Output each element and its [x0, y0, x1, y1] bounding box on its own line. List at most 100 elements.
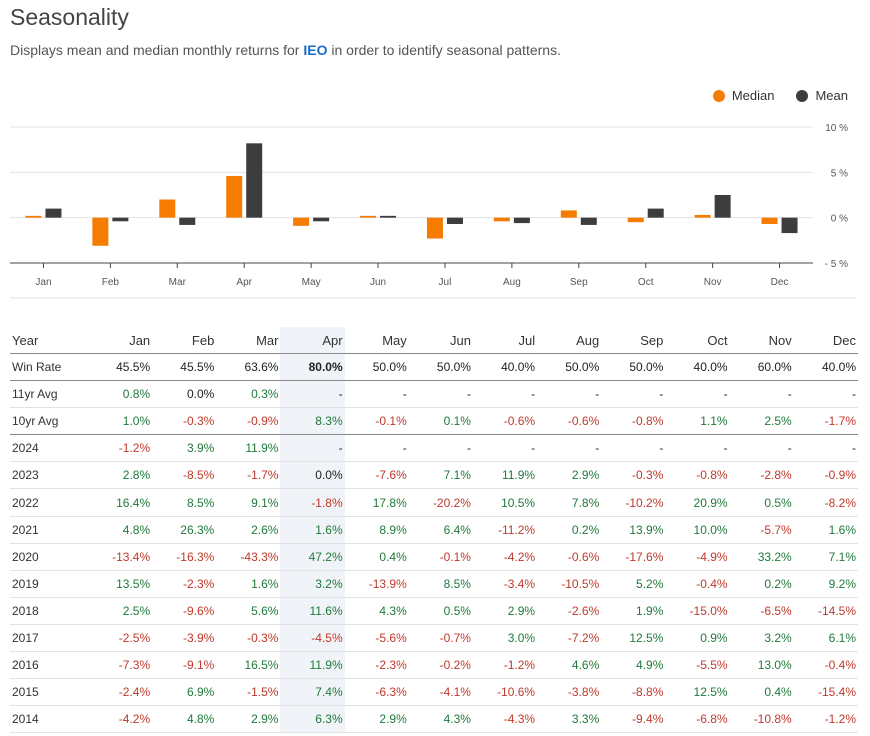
table-cell: 0.9% — [665, 624, 730, 653]
table-row: 2015 -2.4% 6.9% -1.5% 7.4% -6.3% -4.1% -10.6% -3… — [10, 678, 858, 707]
table-cell: 11.9% — [216, 434, 281, 463]
table-cell: 6.9% — [152, 678, 217, 707]
table-cell: -11.2% — [472, 516, 538, 544]
bar-mean-sep — [580, 217, 597, 225]
chart-legend: Median Mean — [712, 88, 848, 103]
legend-item-median[interactable]: Median — [712, 88, 775, 103]
seasonality-table-container: Year Jan Feb Mar Apr May Jun Jul Aug Sep Oct Nov Dec… — [10, 327, 858, 734]
table-cell: 5.2% — [601, 570, 666, 598]
table-cell: -1.7% — [216, 461, 281, 490]
table-cell: -8.5% — [152, 461, 217, 490]
column-header-oct: Oct — [665, 327, 730, 354]
table-cell: -1.2% — [88, 434, 153, 463]
table-cell: -2.3% — [344, 651, 409, 680]
seasonality-bar-chart: 10 % 5 % 0 % - 5 % Jan Feb Mar Apr May Jun Jul Aug S… — [10, 123, 855, 299]
y-tick-label: 5 % — [831, 168, 848, 179]
table-cell: -5.6% — [344, 624, 409, 653]
bar-mean-feb — [112, 217, 129, 222]
table-cell: - — [793, 434, 858, 463]
table-cell: - — [472, 434, 538, 463]
table-cell: 4.8% — [152, 705, 217, 734]
table-cell: -2.6% — [537, 597, 602, 625]
table-cell: 3.3% — [537, 705, 602, 734]
table-cell: - — [537, 434, 602, 463]
row-label: 11yr Avg — [10, 380, 88, 409]
table-cell: - — [408, 434, 473, 463]
table-cell: -2.4% — [88, 678, 153, 707]
table-cell: -20.2% — [408, 488, 473, 517]
bar-median-oct — [627, 217, 644, 223]
table-cell: 7.8% — [537, 488, 602, 517]
legend-item-mean[interactable]: Mean — [796, 88, 848, 103]
table-cell: 1.6% — [793, 516, 858, 544]
table-cell: 12.5% — [601, 624, 666, 653]
table-cell: -0.6% — [472, 407, 538, 436]
table-cell: 60.0% — [729, 353, 794, 382]
table-cell: -0.3% — [152, 407, 217, 436]
table-cell: 0.2% — [729, 570, 794, 598]
table-cell: 26.3% — [152, 516, 217, 544]
legend-label-median: Median — [731, 88, 775, 103]
table-cell: 45.5% — [88, 353, 153, 382]
page-title: Seasonality — [10, 4, 129, 30]
table-cell: -7.3% — [88, 651, 153, 680]
table-cell: - — [344, 380, 409, 409]
table-cell: 6.3% — [280, 705, 345, 734]
table-cell: 2.5% — [729, 407, 794, 436]
table-cell: 47.2% — [280, 543, 345, 571]
table-cell: 63.6% — [216, 353, 281, 382]
table-cell: 4.6% — [537, 651, 602, 680]
table-cell: 50.0% — [344, 353, 409, 382]
table-cell: -7.6% — [344, 461, 409, 490]
row-label: 2014 — [10, 705, 88, 734]
table-cell: 0.0% — [152, 380, 217, 409]
table-cell: -8.8% — [601, 678, 666, 707]
table-cell: 2.9% — [537, 461, 602, 490]
x-tick-label: Jun — [370, 277, 386, 288]
table-cell: -10.8% — [729, 705, 794, 734]
table-cell: -0.1% — [344, 407, 409, 436]
table-cell: 3.2% — [729, 624, 794, 653]
table-body: Win Rate 45.5% 45.5% 63.6% 80.0% 50.0% 50.0% 40… — [10, 353, 858, 734]
legend-swatch-median — [712, 89, 725, 102]
row-label: 2018 — [10, 597, 88, 625]
ticker-link[interactable]: IEO — [303, 42, 328, 58]
table-cell: 13.5% — [88, 570, 153, 598]
legend-swatch-mean — [796, 89, 809, 102]
table-cell: -9.1% — [152, 651, 217, 680]
table-cell: 2.5% — [88, 597, 153, 625]
y-tick-label: 0 % — [831, 214, 848, 225]
table-cell: -4.9% — [665, 543, 730, 571]
table-row: 2023 2.8% -8.5% -1.7% 0.0% -7.6% 7.1% 11.9% 2.9%… — [10, 461, 858, 490]
x-tick-label: Aug — [503, 277, 521, 288]
bar-mean-dec — [781, 217, 798, 234]
table-cell: 1.0% — [88, 407, 153, 436]
table-cell: 4.9% — [601, 651, 666, 680]
table-cell: -0.6% — [537, 543, 602, 571]
table-cell: 2.6% — [216, 516, 281, 544]
table-cell: -16.3% — [152, 543, 217, 571]
bar-median-apr — [226, 175, 243, 218]
column-header-nov: Nov — [729, 327, 794, 354]
table-cell: -0.9% — [793, 461, 858, 490]
column-header-apr: Apr — [280, 327, 345, 354]
table-cell: -1.8% — [280, 488, 345, 517]
bar-median-jun — [360, 215, 377, 218]
row-label: 2017 — [10, 624, 88, 653]
table-cell: - — [665, 434, 730, 463]
table-cell: -0.7% — [408, 624, 473, 653]
table-cell: 7.1% — [793, 543, 858, 571]
table-cell: 2.9% — [216, 705, 281, 734]
table-cell: 8.5% — [152, 488, 217, 517]
table-cell: -43.3% — [216, 543, 281, 571]
table-cell: 0.2% — [537, 516, 602, 544]
row-label: 10yr Avg — [10, 407, 88, 436]
row-label: 2016 — [10, 651, 88, 680]
bar-median-mar — [159, 199, 176, 218]
x-tick-label: May — [302, 277, 321, 288]
x-tick-label: Apr — [236, 277, 252, 288]
table-cell: 8.9% — [344, 516, 409, 544]
bar-median-nov — [694, 214, 711, 218]
table-cell: 1.6% — [280, 516, 345, 544]
table-cell: - — [280, 434, 345, 463]
